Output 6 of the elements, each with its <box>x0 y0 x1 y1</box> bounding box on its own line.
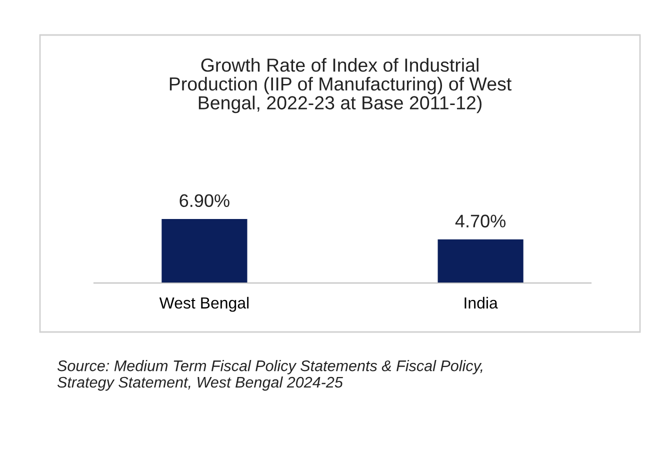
source-note: Source: Medium Term Fiscal Policy Statements & Fiscal Policy, Strategy Statement, West Bengal 2024-25 <box>57 360 482 391</box>
data-label: 4.70% <box>455 214 506 228</box>
x-tick-label: India <box>464 296 498 309</box>
x-tick-label: West Bengal <box>159 296 249 312</box>
data-label: 6.90% <box>180 194 230 208</box>
chart-title: Growth Rate of Index of Industrial Production (IIP of Manufacturing) of West Bengal, 2022-23 at Base 2011-12) <box>170 58 512 114</box>
